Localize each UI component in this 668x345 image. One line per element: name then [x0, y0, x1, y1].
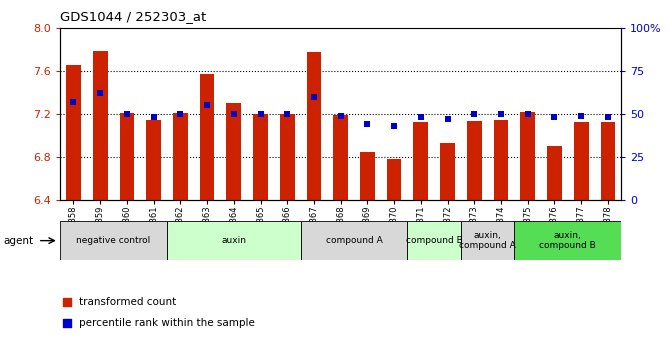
Bar — [467, 121, 482, 200]
Point — [522, 111, 533, 117]
Point — [362, 121, 373, 127]
Text: compound B: compound B — [406, 236, 462, 245]
Bar — [407, 221, 461, 260]
Point — [148, 115, 159, 120]
Point — [469, 111, 480, 117]
Point — [282, 111, 293, 117]
Text: agent: agent — [3, 236, 33, 246]
Bar — [387, 159, 401, 200]
Text: percentile rank within the sample: percentile rank within the sample — [79, 318, 255, 328]
Bar — [200, 74, 214, 200]
Point — [496, 111, 506, 117]
Point — [228, 111, 239, 117]
Point — [68, 99, 79, 105]
Text: negative control: negative control — [76, 236, 151, 245]
Point — [175, 111, 186, 117]
Bar — [514, 221, 621, 260]
Point — [389, 123, 399, 129]
Point — [122, 111, 132, 117]
Point — [255, 111, 266, 117]
Bar — [280, 114, 295, 200]
Bar — [574, 122, 589, 200]
Bar — [494, 120, 508, 200]
Bar — [601, 122, 615, 200]
Bar — [440, 143, 455, 200]
Bar — [66, 65, 81, 200]
Point — [202, 102, 212, 108]
Bar — [461, 221, 514, 260]
Point — [442, 116, 453, 122]
Bar — [93, 51, 108, 200]
Point — [576, 113, 587, 118]
Bar — [360, 151, 375, 200]
Bar — [120, 113, 134, 200]
Text: compound A: compound A — [326, 236, 382, 245]
Bar — [226, 103, 241, 200]
Bar — [520, 112, 535, 200]
Text: auxin,
compound A: auxin, compound A — [460, 231, 516, 250]
Bar — [146, 120, 161, 200]
Bar — [167, 221, 301, 260]
Text: GDS1044 / 252303_at: GDS1044 / 252303_at — [60, 10, 206, 23]
Text: auxin,
compound B: auxin, compound B — [540, 231, 596, 250]
Bar — [173, 113, 188, 200]
Point — [95, 90, 106, 96]
Bar — [413, 122, 428, 200]
Bar — [60, 221, 167, 260]
Text: transformed count: transformed count — [79, 297, 176, 307]
Bar — [307, 52, 321, 200]
Bar — [333, 115, 348, 200]
Point — [603, 115, 613, 120]
Point — [549, 115, 560, 120]
Point — [61, 321, 73, 326]
Point — [415, 115, 426, 120]
Bar — [253, 114, 268, 200]
Point — [309, 94, 319, 99]
Bar — [301, 221, 407, 260]
Text: auxin: auxin — [221, 236, 246, 245]
Bar — [547, 146, 562, 200]
Point — [335, 113, 346, 118]
Point — [61, 299, 73, 305]
